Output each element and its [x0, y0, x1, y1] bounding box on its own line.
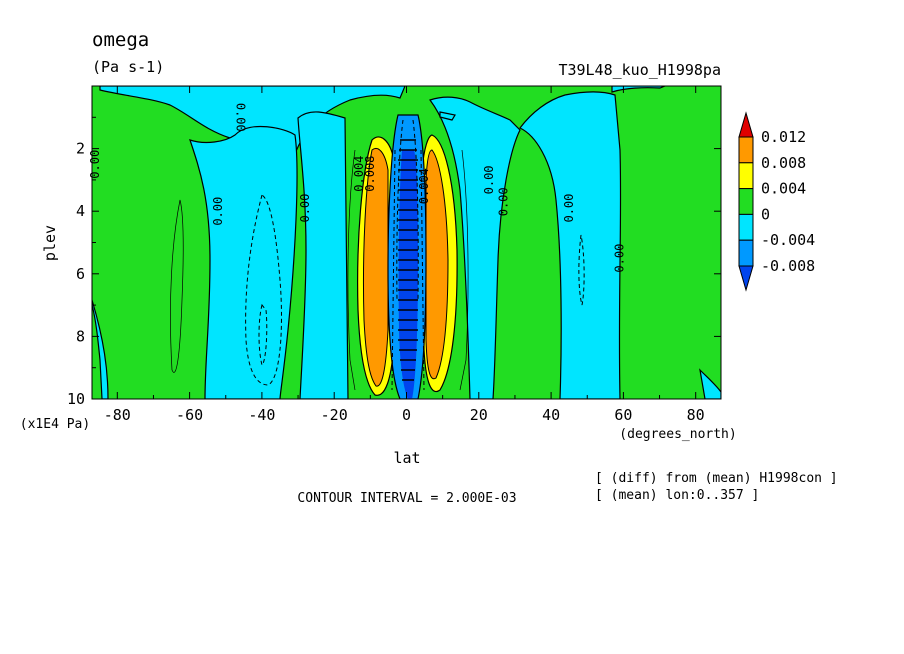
thin-contours	[170, 149, 469, 391]
contour-label: 0.004	[417, 168, 431, 204]
colorbar-segment	[738, 213, 754, 241]
contour-label: 0.00	[298, 194, 312, 223]
run-name: T39L48_kuo_H1998pa	[558, 61, 721, 79]
note-diff: [ (diff) from (mean) H1998con ]	[595, 471, 838, 486]
y-axis-label: plev	[41, 225, 59, 261]
plot-area	[92, 86, 721, 399]
colorbar-label: 0.008	[761, 154, 806, 172]
contour-label: 0.00	[562, 194, 576, 223]
x-tick-label: 80	[687, 406, 705, 424]
y-tick-label: 2	[76, 140, 85, 158]
colorbar-label: -0.004	[761, 231, 815, 249]
x-tick-label: 40	[542, 406, 560, 424]
x-tick-label: 0	[402, 406, 411, 424]
dense-contours	[398, 139, 418, 381]
deep-blue-region	[398, 150, 418, 399]
x-tick-label: 20	[470, 406, 488, 424]
orange-region	[425, 149, 449, 380]
colorbar-top-arrow	[738, 111, 754, 138]
contour-label: 0.00	[612, 244, 626, 273]
contour-label: 0.008	[363, 156, 377, 192]
x-tick-label: -60	[176, 406, 203, 424]
contour-label: 0.00	[88, 150, 102, 179]
cyan-region	[189, 125, 298, 399]
chart-title: omega	[92, 29, 149, 51]
negative-contours	[245, 119, 585, 391]
contour-label: 0.004	[352, 156, 366, 192]
note-mean: [ (mean) lon:0..357 ]	[595, 488, 759, 503]
orange-region	[362, 147, 389, 387]
y-tick-label: 4	[76, 202, 85, 220]
colorbar-label: 0.012	[761, 128, 806, 146]
x-axis-label: lat	[393, 449, 420, 467]
x-tick-label: -20	[321, 406, 348, 424]
colorbar-segment	[738, 136, 754, 164]
y-axis: 2 4 6 8 10	[67, 116, 721, 408]
colorbar-segment	[738, 239, 754, 267]
x-tick-label: -80	[104, 406, 131, 424]
cyan-region	[429, 96, 521, 399]
contour-label: 0.00	[234, 103, 248, 132]
cyan-region	[439, 111, 456, 121]
contour-interval: CONTOUR INTERVAL = 2.000E-03	[297, 491, 516, 506]
contour-label: 0.00	[497, 187, 511, 216]
colorbar-label: 0.004	[761, 180, 806, 198]
x-axis-units: (degrees_north)	[619, 427, 736, 442]
x-tick-label: -40	[248, 406, 275, 424]
chart-units: (Pa s-1)	[92, 58, 164, 76]
contour-label: 0.00	[482, 165, 496, 194]
cyan-region	[297, 111, 349, 399]
cyan-region	[519, 91, 622, 399]
colorbar-segment	[738, 162, 754, 190]
y-axis-units: (x1E4 Pa)	[20, 417, 90, 432]
colorbar-segment	[738, 188, 754, 215]
x-axis: -80 -60 -40 -20 0 20 40 60 80	[104, 86, 705, 424]
y-tick-label: 8	[76, 327, 85, 345]
x-tick-label: 60	[614, 406, 632, 424]
colorbar-bottom-arrow	[738, 265, 754, 292]
cyan-region	[699, 368, 721, 399]
y-tick-label: 10	[67, 390, 85, 408]
y-tick-label: 6	[76, 265, 85, 283]
contour-label: 0.00	[211, 197, 225, 226]
colorbar: 0.012 0.008 0.004 0 -0.004 -0.008	[738, 111, 815, 292]
colorbar-label: 0	[761, 205, 770, 223]
colorbar-label: -0.008	[761, 257, 815, 275]
